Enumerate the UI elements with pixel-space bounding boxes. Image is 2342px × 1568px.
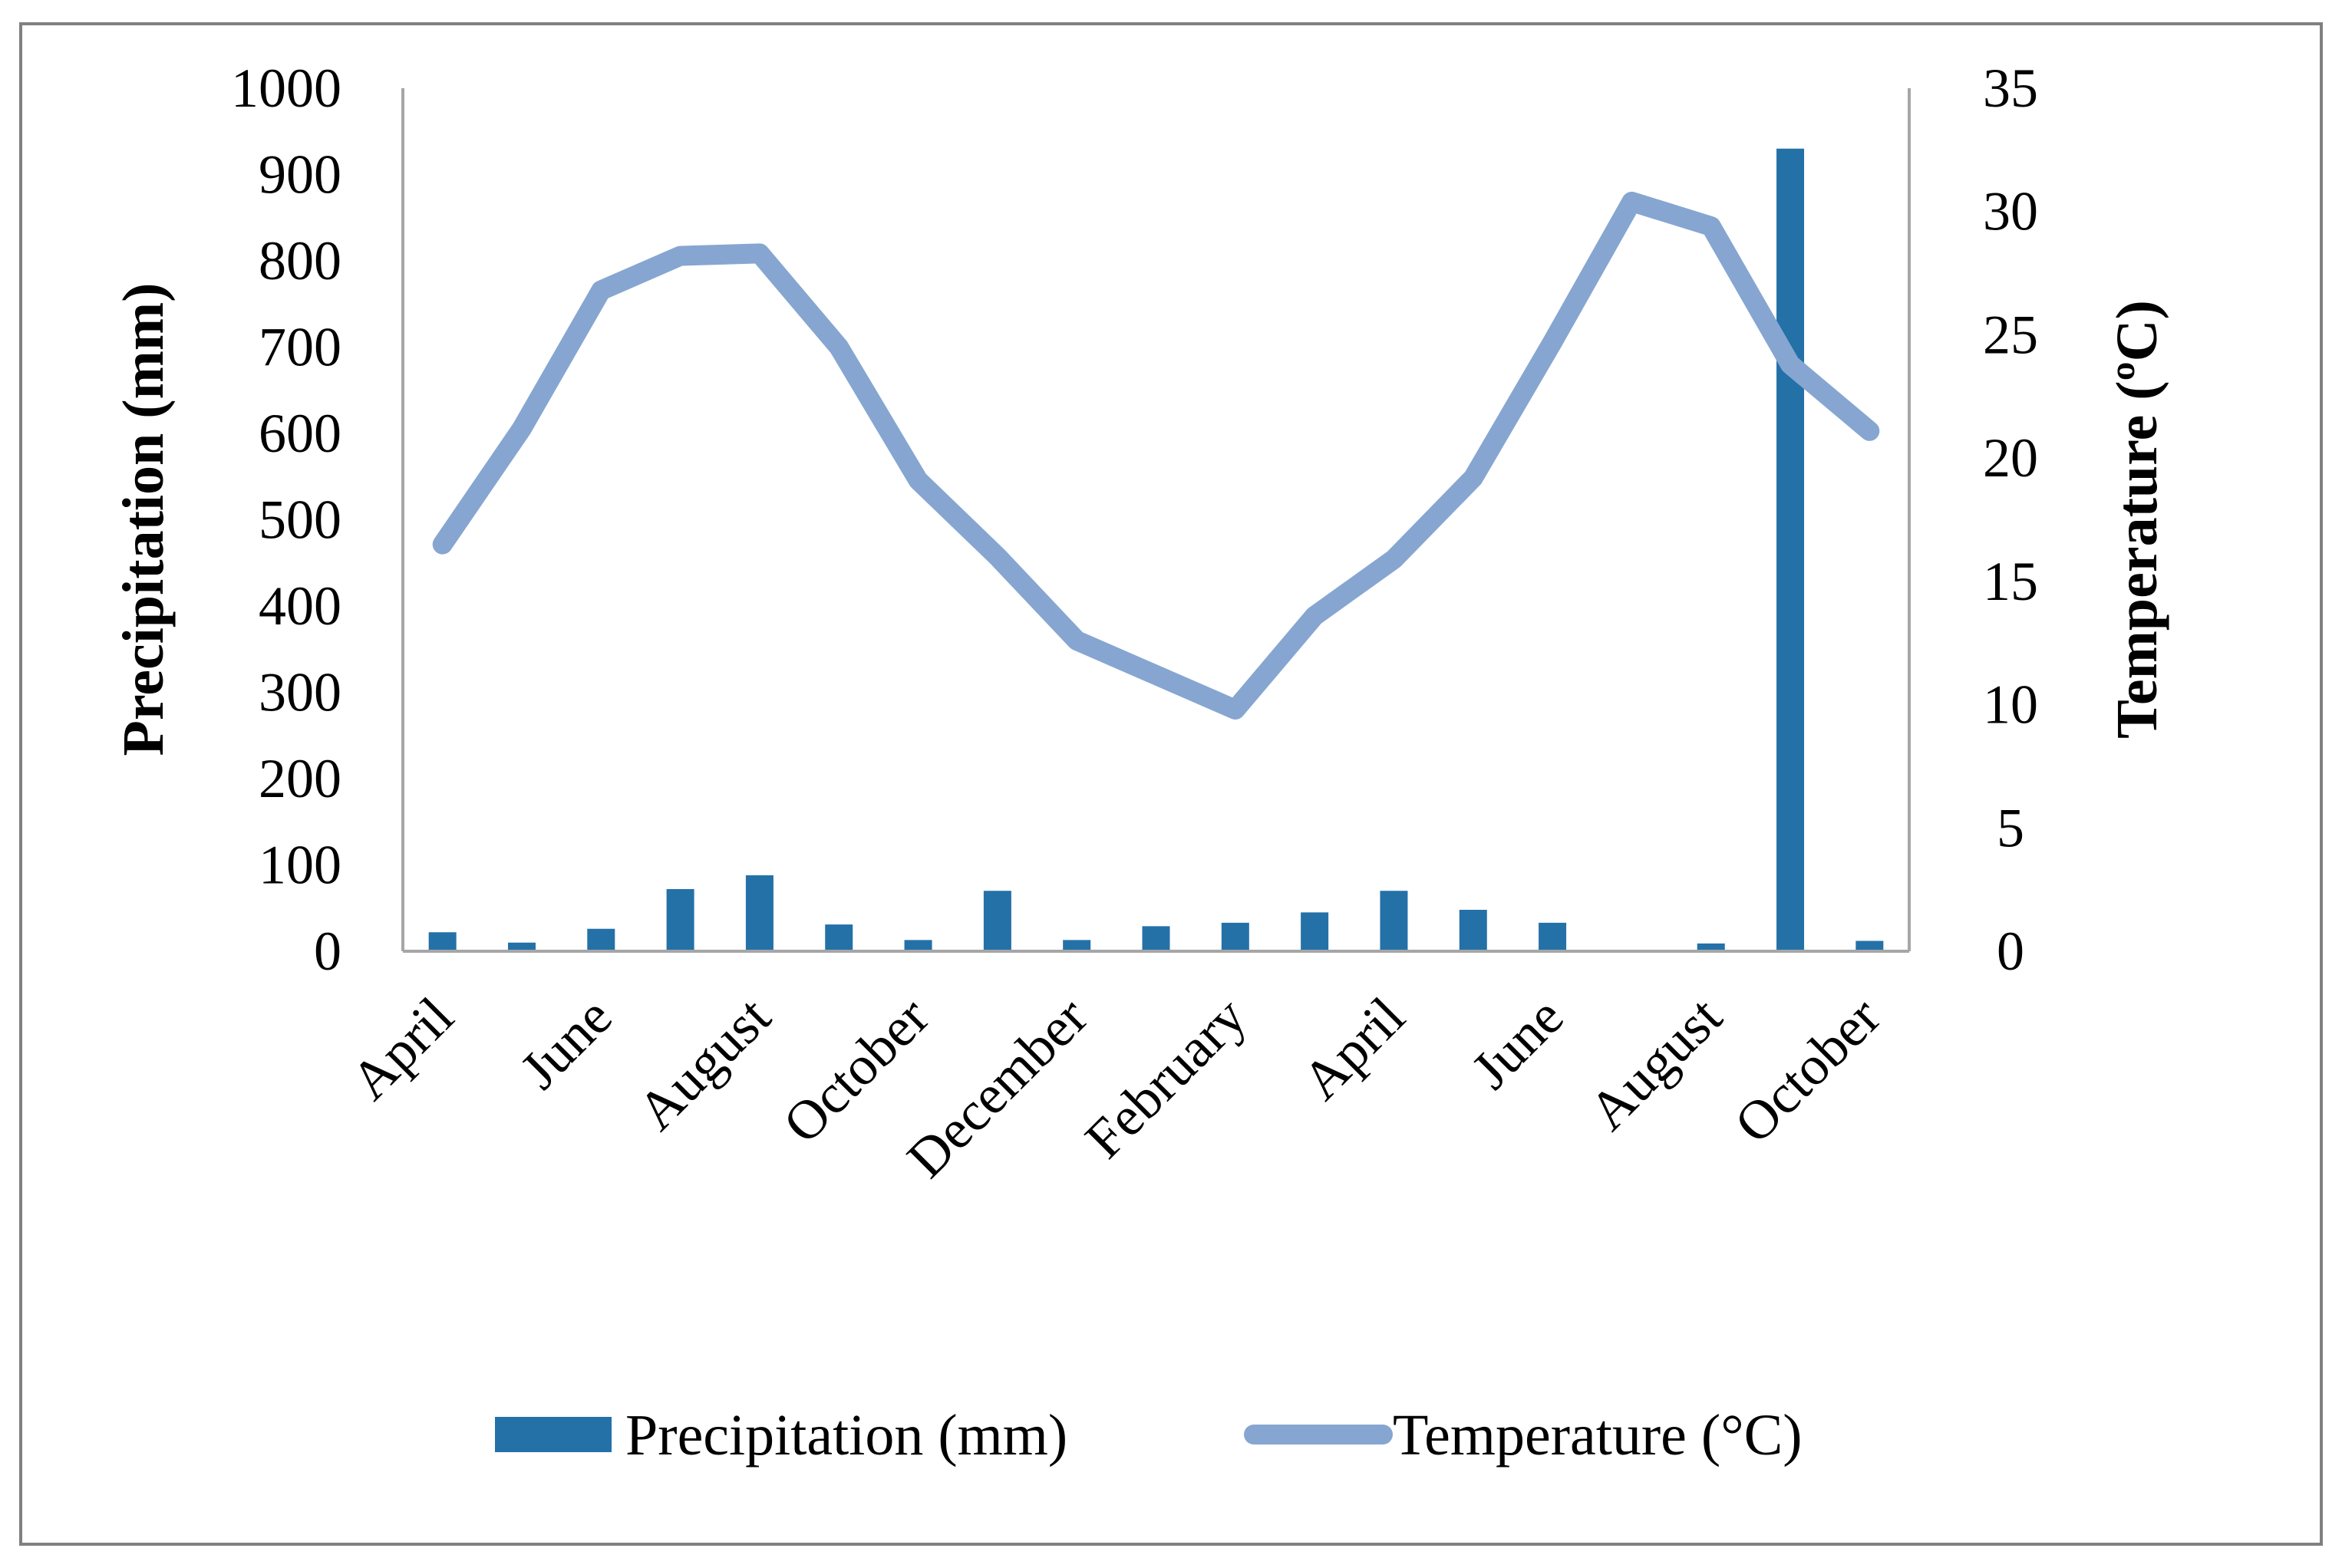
precipitation-bar <box>1063 940 1091 951</box>
x-tick-label: August <box>1577 986 1733 1142</box>
precipitation-bar <box>1380 891 1408 951</box>
left-tick-label: 700 <box>259 317 341 378</box>
right-tick-label: 35 <box>1983 58 2038 119</box>
left-tick-label: 300 <box>259 662 341 723</box>
left-axis-ticks: 0 100 200 300 400 500 600 700 800 900 1000 <box>231 58 341 982</box>
left-tick-label: 600 <box>259 403 341 464</box>
precipitation-bar <box>428 932 457 951</box>
left-axis-title: Precipitation (mm) <box>111 283 176 756</box>
left-tick-label: 0 <box>314 921 341 982</box>
left-tick-label: 200 <box>259 748 341 809</box>
x-tick-label: February <box>1074 986 1258 1170</box>
left-tick-label: 100 <box>259 835 341 896</box>
x-tick-label: October <box>1723 986 1892 1155</box>
legend: Precipitation (mm) Temperature (°C) <box>495 1403 1803 1468</box>
legend-temperature-label: Temperature (°C) <box>1393 1403 1803 1468</box>
precipitation-bar <box>745 875 774 951</box>
x-tick-label: April <box>339 986 465 1112</box>
x-tick-label: June <box>509 986 624 1101</box>
precipitation-bar <box>587 928 615 951</box>
right-tick-label: 20 <box>1983 427 2038 489</box>
right-axis-ticks: 0 5 10 15 20 25 30 35 <box>1983 58 2038 982</box>
right-tick-label: 0 <box>1997 921 2024 982</box>
right-tick-label: 5 <box>1997 797 2024 858</box>
left-tick-label: 500 <box>259 489 341 551</box>
precipitation-bar <box>983 891 1011 951</box>
x-tick-label: August <box>626 986 783 1142</box>
precipitation-bar <box>1539 922 1567 951</box>
right-axis-title: Temperature (ºC) <box>2105 300 2169 739</box>
chart-border <box>19 22 2323 1546</box>
legend-precipitation-swatch <box>495 1417 612 1452</box>
precipitation-bar <box>1142 926 1170 951</box>
left-tick-label: 900 <box>259 144 341 206</box>
right-tick-label: 25 <box>1983 304 2038 365</box>
precipitation-bar <box>1776 148 1805 951</box>
precipitation-bar <box>1697 943 1725 951</box>
right-tick-label: 30 <box>1983 181 2038 242</box>
left-tick-label: 1000 <box>231 58 341 119</box>
right-tick-label: 15 <box>1983 551 2038 612</box>
precipitation-bar <box>666 889 694 951</box>
precipitation-bar <box>1301 912 1329 951</box>
precipitation-bar <box>904 940 932 951</box>
precipitation-bar <box>1855 940 1884 951</box>
precipitation-bar <box>507 942 536 951</box>
precipitation-bars <box>428 148 1884 951</box>
left-tick-label: 400 <box>259 575 341 637</box>
x-tick-label: April <box>1291 986 1417 1112</box>
right-tick-label: 10 <box>1983 674 2038 736</box>
left-tick-label: 800 <box>259 230 341 292</box>
precipitation-bar <box>1221 922 1249 951</box>
x-tick-label: June <box>1460 986 1575 1101</box>
legend-precipitation-label: Precipitation (mm) <box>625 1403 1067 1468</box>
precipitation-bar <box>825 924 853 951</box>
precipitation-bar <box>1459 910 1487 951</box>
temperature-line <box>432 191 1880 720</box>
